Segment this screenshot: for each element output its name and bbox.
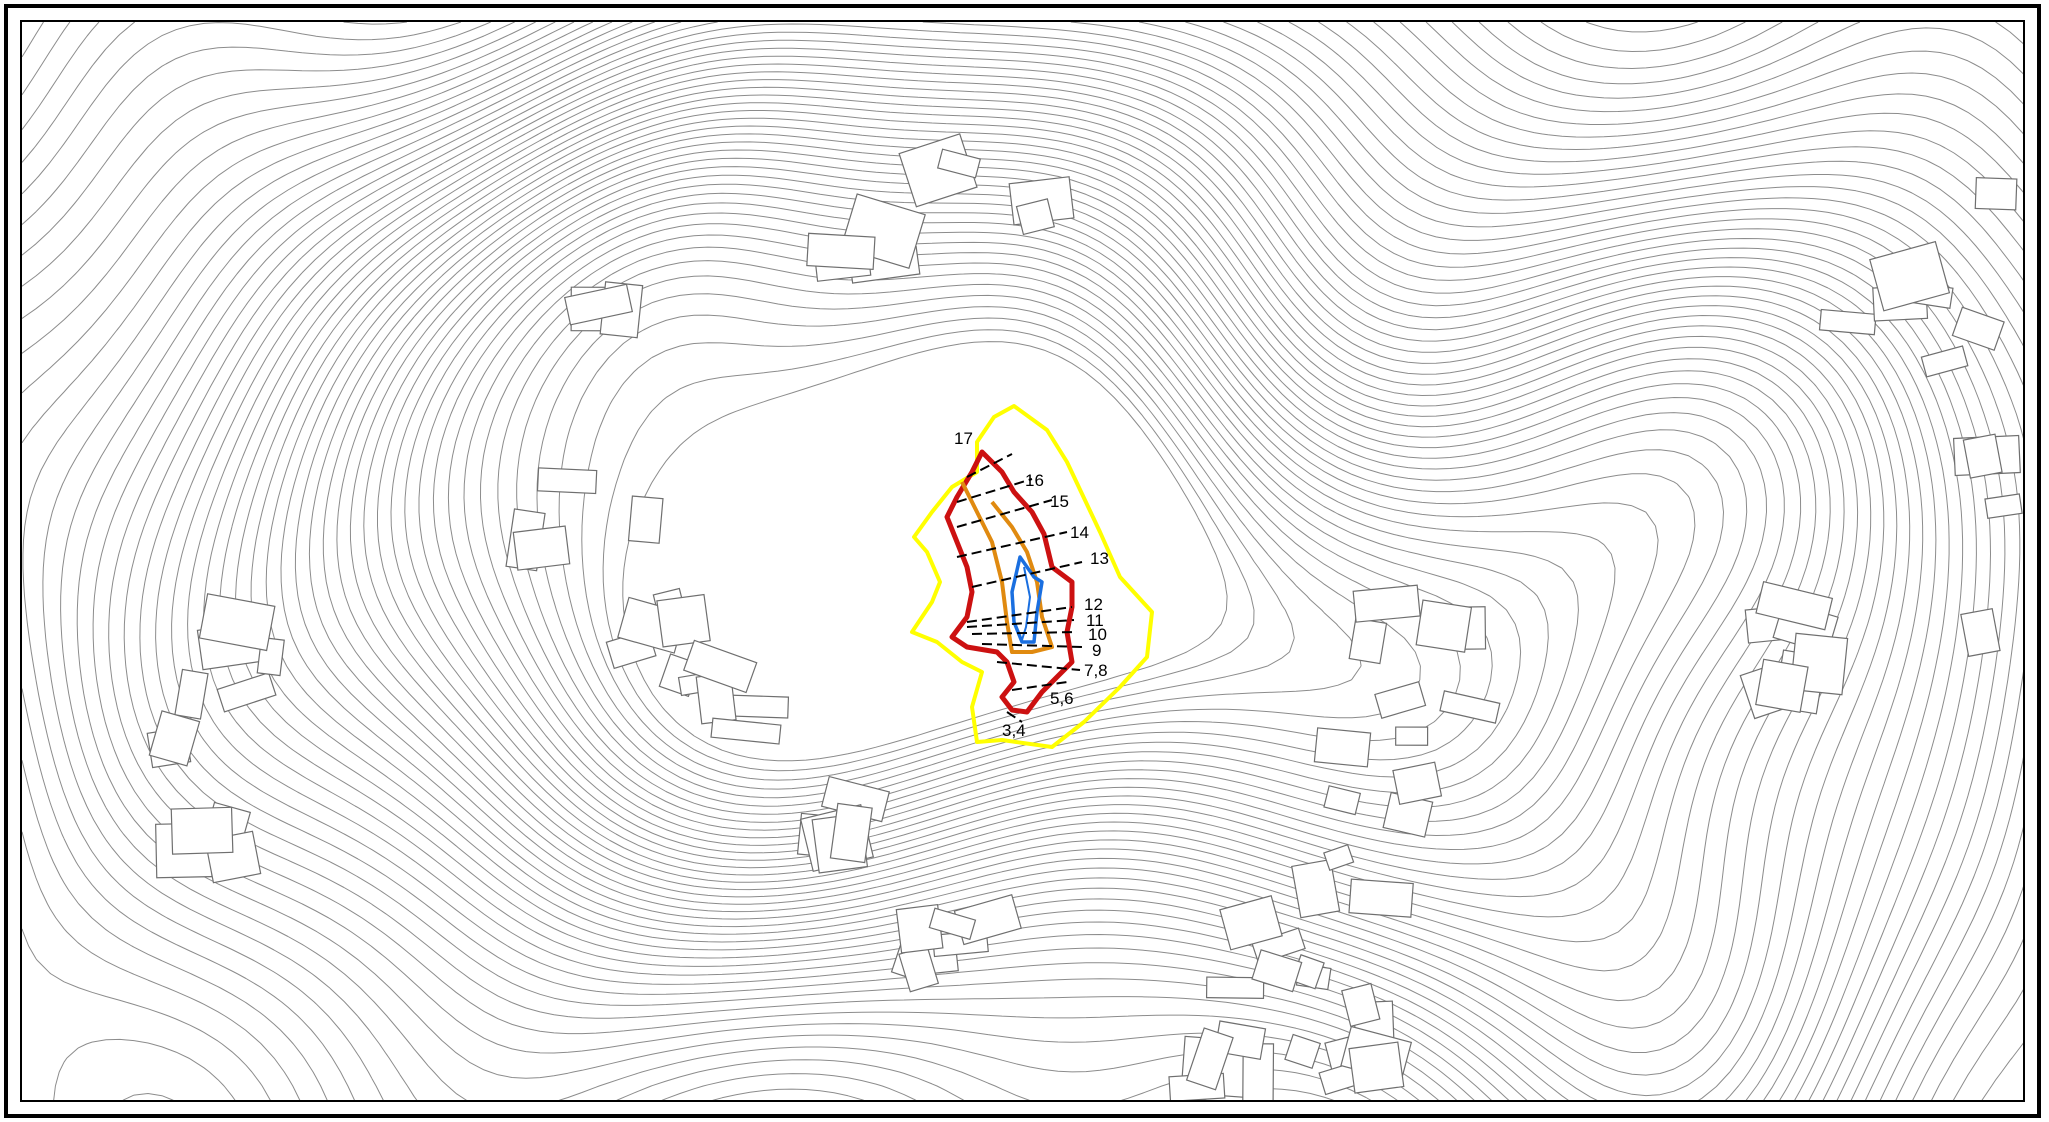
section-line bbox=[981, 643, 1083, 648]
building-outline bbox=[1818, 308, 1877, 336]
building-outline bbox=[216, 671, 277, 713]
blue-core-zone bbox=[1010, 555, 1044, 644]
building-outline bbox=[1284, 1033, 1322, 1070]
building-outline bbox=[1974, 176, 2018, 211]
orange-zone-line bbox=[960, 481, 1054, 654]
section-label: 13 bbox=[1090, 549, 1109, 568]
building-outline bbox=[170, 806, 234, 855]
building-outline bbox=[1415, 599, 1473, 653]
section-label: 5,6 bbox=[1050, 689, 1074, 708]
building-outline bbox=[1392, 761, 1443, 805]
building-outline bbox=[682, 639, 758, 694]
building-outline bbox=[1185, 1027, 1234, 1091]
section-label: 14 bbox=[1070, 523, 1089, 542]
building-outline bbox=[1439, 690, 1501, 724]
building-outline bbox=[1374, 680, 1427, 719]
building-outline bbox=[1352, 584, 1421, 623]
section-line bbox=[996, 661, 1081, 671]
building-outline bbox=[627, 495, 664, 544]
building-outline bbox=[1869, 240, 1951, 312]
building-outline bbox=[656, 593, 711, 648]
building-outline bbox=[1755, 658, 1809, 714]
building-outline bbox=[1205, 976, 1265, 999]
section-line bbox=[1006, 711, 1023, 723]
building-outline bbox=[1962, 433, 2003, 479]
building-outline bbox=[1341, 982, 1381, 1028]
building-outline bbox=[1219, 895, 1283, 951]
section-line bbox=[966, 606, 1073, 623]
section-label: 7,8 bbox=[1084, 661, 1108, 680]
building-outline bbox=[936, 148, 982, 179]
building-outline bbox=[1015, 198, 1056, 236]
building-outline bbox=[1348, 878, 1414, 918]
building-outline bbox=[1960, 607, 2001, 658]
section-label: 12 bbox=[1084, 595, 1103, 614]
section-label: 11 bbox=[1086, 611, 1104, 630]
blue-core-inner-line bbox=[1021, 566, 1032, 641]
building-outline bbox=[563, 283, 634, 326]
section-line bbox=[956, 478, 1033, 503]
building-outline bbox=[1951, 306, 2005, 351]
section-label: 17 bbox=[954, 429, 973, 448]
section-line bbox=[971, 631, 1078, 635]
building-outline bbox=[512, 525, 571, 571]
building-outline bbox=[1313, 727, 1372, 768]
building-outline bbox=[1251, 949, 1303, 993]
section-label: 3,4 bbox=[1002, 721, 1026, 740]
building-outline bbox=[1348, 617, 1388, 665]
building-outline bbox=[1755, 580, 1834, 631]
building-outline bbox=[198, 593, 276, 652]
building-outline bbox=[536, 467, 598, 495]
building-outline bbox=[1920, 345, 1969, 378]
map-inner-frame: 17 16 15 14 13 12 11 10 9 7,8 5,6 3,4 bbox=[20, 20, 2025, 1102]
building-outline bbox=[1984, 493, 2023, 520]
section-line bbox=[956, 531, 1068, 558]
section-line bbox=[1011, 681, 1068, 691]
building-outline bbox=[1323, 844, 1355, 871]
building-outline bbox=[829, 802, 873, 864]
section-label: 16 bbox=[1025, 471, 1044, 490]
building-outline bbox=[1348, 1041, 1405, 1094]
section-line bbox=[966, 453, 1013, 478]
section-label: 15 bbox=[1050, 492, 1069, 511]
building-outline bbox=[806, 232, 876, 271]
building-outlines bbox=[146, 133, 2023, 1100]
section-label: 10 bbox=[1088, 625, 1107, 644]
building-outline bbox=[1291, 858, 1341, 919]
map-frame: 17 16 15 14 13 12 11 10 9 7,8 5,6 3,4 bbox=[4, 4, 2041, 1118]
building-outline bbox=[1395, 726, 1429, 746]
section-line bbox=[971, 561, 1083, 588]
section-line bbox=[966, 619, 1075, 628]
building-outline bbox=[928, 907, 977, 941]
section-line bbox=[956, 499, 1053, 528]
yellow-boundary-zone bbox=[910, 404, 1154, 749]
survey-zones bbox=[910, 404, 1154, 749]
building-outline bbox=[710, 717, 782, 745]
section-label: 9 bbox=[1092, 641, 1101, 660]
building-outline bbox=[148, 710, 201, 767]
red-hazard-zone bbox=[944, 449, 1075, 715]
building-outline bbox=[174, 668, 209, 720]
building-outline bbox=[728, 694, 790, 719]
section-lines bbox=[956, 453, 1083, 723]
building-outline bbox=[1323, 785, 1362, 816]
